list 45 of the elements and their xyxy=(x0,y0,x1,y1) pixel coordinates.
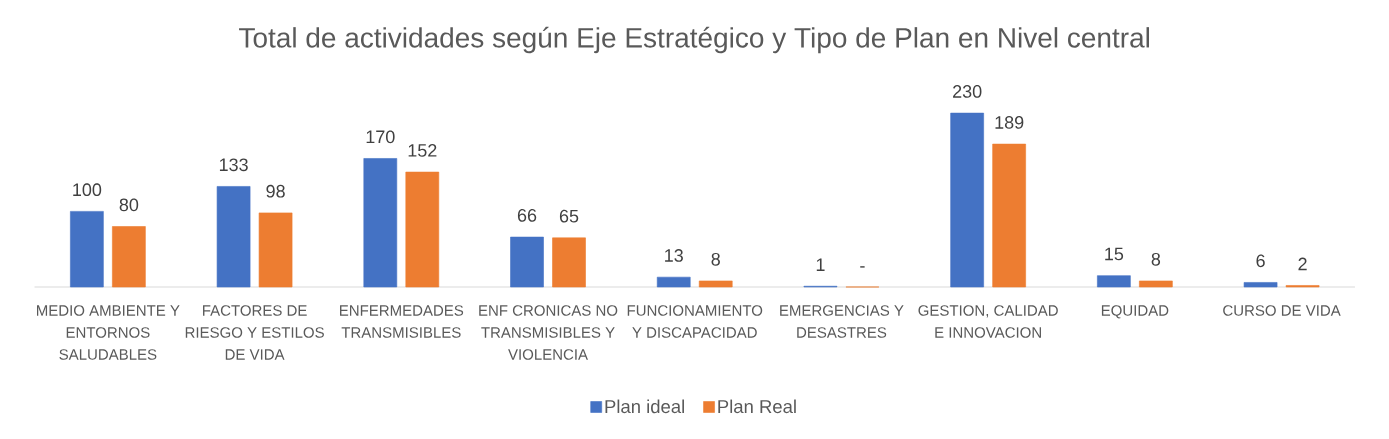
x-tick-label: EQUIDAD xyxy=(1101,305,1169,319)
data-label: 100 xyxy=(73,183,102,197)
data-label: 98 xyxy=(266,184,285,198)
data-label: 8 xyxy=(1151,252,1161,266)
bar xyxy=(950,112,984,288)
x-tick-label: GESTION, CALIDAD E INNOVACION xyxy=(918,305,1058,338)
bar xyxy=(698,280,733,288)
data-label: 8 xyxy=(711,252,720,266)
data-label: 133 xyxy=(219,158,248,172)
x-tick-label: MEDIO AMBIENTE Y ENTORNOS SALUDABLES xyxy=(37,305,180,360)
bar xyxy=(258,212,293,288)
x-tick-label: EMERGENCIAS Y DESASTRES xyxy=(780,305,904,338)
bar xyxy=(656,276,691,288)
data-label: 65 xyxy=(559,209,579,223)
legend-label: Plan Real xyxy=(718,399,796,414)
data-label: 6 xyxy=(1256,254,1265,268)
data-label: 170 xyxy=(366,130,395,144)
bar xyxy=(363,158,398,288)
bar xyxy=(1139,280,1173,288)
bar xyxy=(405,171,440,288)
data-label: 1 xyxy=(816,258,825,271)
data-label: 66 xyxy=(517,209,537,222)
data-label: 189 xyxy=(995,116,1024,129)
data-label: 13 xyxy=(665,249,683,262)
bar xyxy=(552,237,586,288)
bar xyxy=(510,236,544,288)
legend-label: Plan ideal xyxy=(605,399,684,414)
bar xyxy=(1097,275,1131,288)
bar xyxy=(216,186,251,288)
data-label: 15 xyxy=(1105,247,1124,261)
data-label: 80 xyxy=(119,198,139,212)
data-label: 152 xyxy=(408,144,437,157)
chart-title: Total de actividades según Eje Estratégico y Tipo de Plan en Nivel central xyxy=(239,26,1149,54)
data-label: 230 xyxy=(953,85,982,98)
data-label: - xyxy=(860,266,865,268)
x-tick-label: FUNCIONAMIENTO Y DISCAPACIDAD xyxy=(627,305,763,338)
bar xyxy=(112,226,146,288)
x-tick-label: ENF CRONICAS NO TRANSMISIBLES Y VIOLENCIA xyxy=(479,305,618,360)
x-tick-label: ENFERMEDADES TRANSMISIBLES xyxy=(340,305,464,338)
bar xyxy=(992,143,1026,288)
bar xyxy=(1243,282,1278,288)
x-tick-label: FACTORES DE RIESGO Y ESTILOS DE VIDA xyxy=(185,305,324,360)
bar xyxy=(70,211,104,288)
data-label: 2 xyxy=(1298,257,1307,271)
x-tick-label: CURSO DE VIDA xyxy=(1223,305,1341,316)
